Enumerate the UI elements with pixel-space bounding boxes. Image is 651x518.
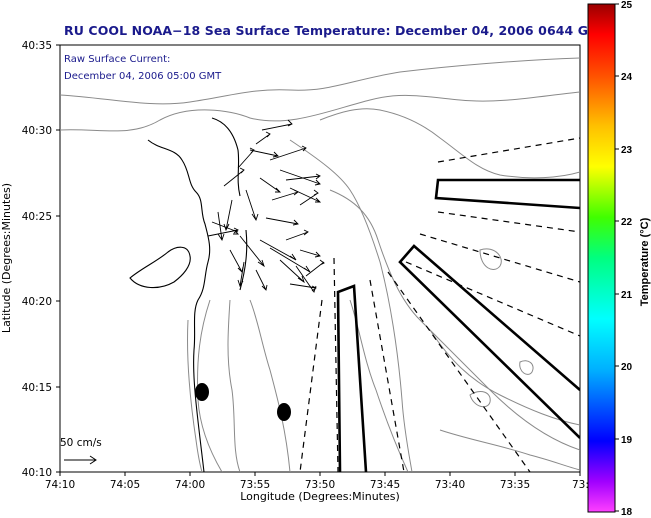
- x-tick-labels: 74:10 74:05 74:00 73:55 73:50 73:45 73:4…: [45, 479, 596, 491]
- colorbar-tick-label: 24: [621, 72, 633, 83]
- bathymetry-contours: [60, 57, 580, 472]
- radar-sector-outlines: [336, 178, 580, 472]
- x-tick-label: 73:45: [370, 479, 400, 491]
- scale-label: 50 cm/s: [60, 437, 102, 449]
- coastline: [129, 117, 248, 472]
- colorbar-tick-label: 22: [621, 217, 633, 228]
- annotation-line2: December 04, 2006 05:00 GMT: [64, 71, 222, 82]
- colorbar-tick-label: 25: [621, 0, 633, 11]
- buoy-marker-west: [195, 383, 209, 401]
- colorbar-tick-label: 23: [621, 145, 633, 156]
- axis-ticks: [56, 44, 581, 476]
- x-tick-label: 73:55: [240, 479, 270, 491]
- x-tick-label: 74:00: [175, 479, 205, 491]
- y-tick-labels: 40:35 40:30 40:25 40:20 40:15 40:10: [22, 40, 52, 479]
- y-tick-label: 40:35: [22, 40, 52, 52]
- colorbar-ticks: [615, 3, 619, 512]
- plot-area: [59, 44, 581, 473]
- x-tick-label: 73:40: [435, 479, 465, 491]
- colorbar-tick-labels: 25 24 23 22 21 20 19 18: [621, 0, 633, 518]
- buoy-marker-east: [277, 403, 291, 421]
- scale-arrow: [64, 455, 97, 465]
- y-tick-label: 40:25: [22, 211, 52, 223]
- x-tick-label: 74:05: [110, 479, 140, 491]
- y-tick-label: 40:15: [22, 382, 52, 394]
- x-tick-label: 74:10: [45, 479, 75, 491]
- surface-current-vectors: [207, 119, 325, 294]
- y-tick-label: 40:20: [22, 296, 52, 308]
- radar-sector-lines: [299, 137, 580, 472]
- colorbar-label: Temperature (°C): [639, 217, 651, 306]
- colorbar-tick-label: 21: [621, 290, 633, 301]
- annotation-line1: Raw Surface Current:: [64, 54, 170, 65]
- temperature-colorbar: [587, 3, 616, 513]
- map-title: RU COOL NOAA−18 Sea Surface Temperature:…: [64, 23, 610, 38]
- colorbar-tick-label: 18: [621, 507, 633, 518]
- y-tick-label: 40:30: [22, 125, 52, 137]
- x-tick-label: 73:35: [500, 479, 530, 491]
- x-tick-label: 73:50: [305, 479, 335, 491]
- x-axis-label: Longitude (Degrees:Minutes): [240, 490, 400, 503]
- colorbar-tick-label: 20: [621, 362, 633, 373]
- y-axis-label: Latitude (Degrees:Minutes): [0, 183, 13, 333]
- colorbar-tick-label: 19: [621, 435, 633, 446]
- y-tick-label: 40:10: [22, 467, 52, 479]
